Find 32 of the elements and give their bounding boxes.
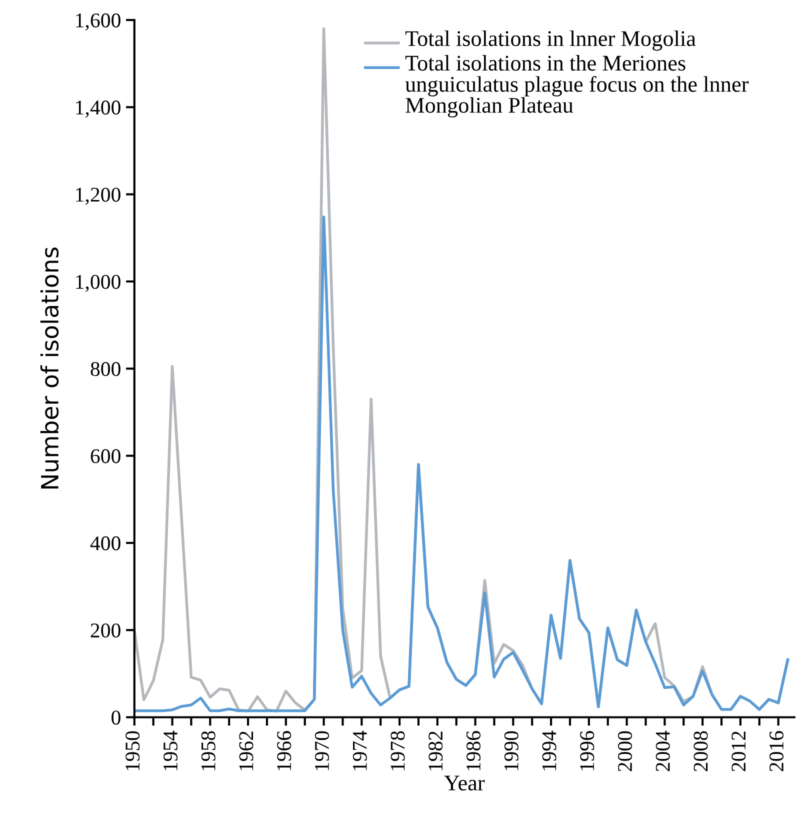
y-tick-label: 200 <box>90 623 120 638</box>
line-series <box>134 216 790 712</box>
x-tick-label: 1958 <box>201 731 216 770</box>
x-axis-title: Year <box>444 776 485 791</box>
x-tick-label: 1950 <box>126 731 140 770</box>
y-tick-label: 1,400 <box>76 100 120 118</box>
x-tick-label: 1970 <box>314 731 329 770</box>
y-tick-label: 1,200 <box>76 188 120 205</box>
x-tick-label: 1966 <box>277 731 292 770</box>
legend-label: Total isolations in lnner Mogolia <box>405 30 696 51</box>
x-tick-label: 1982 <box>428 732 443 770</box>
x-tick-label: 2000 <box>618 731 632 772</box>
x-tick-label: 2012 <box>732 732 746 772</box>
y-tick-label: 600 <box>90 449 120 464</box>
x-tick-label: 2016 <box>769 731 784 772</box>
x-tick-label: 1994 <box>542 730 556 770</box>
y-tick-label: 1,000 <box>76 274 120 292</box>
y-axis-title: Number of isolations <box>40 248 59 489</box>
legend-label: Total isolations in the Meriones unguiculatus plague focus on the lnner Mongolian Plateau <box>405 55 749 118</box>
x-tick-label: 1974 <box>352 730 367 770</box>
x-tick-label: 2008 <box>694 731 708 772</box>
x-tick-label: 1990 <box>504 731 518 770</box>
y-tick-label: 800 <box>90 362 120 376</box>
x-tick-label: 1954 <box>163 730 178 770</box>
x-tick-label: 1986 <box>466 731 481 770</box>
y-tick-label: 0 <box>112 710 120 725</box>
y-tick-label: 400 <box>90 536 120 550</box>
x-tick-label: 2004 <box>656 730 670 772</box>
x-tick-label: 1962 <box>239 732 254 770</box>
x-tick-label: 1996 <box>580 731 594 770</box>
x-tick-label: 1978 <box>390 731 405 770</box>
y-tick-label: 1,600 <box>76 13 120 30</box>
